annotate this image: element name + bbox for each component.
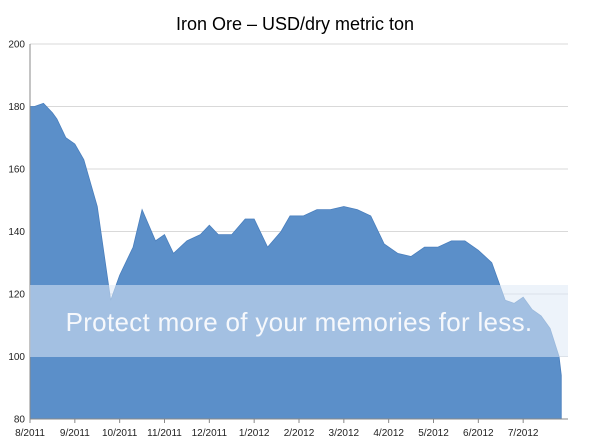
y-tick-label: 140	[8, 227, 25, 238]
chart-title: Iron Ore – USD/dry metric ton	[176, 14, 414, 34]
y-tick-label: 200	[8, 40, 25, 51]
y-tick-label: 120	[8, 290, 25, 301]
x-tick-labels: 8/2011 9/2011 10/2011 11/2011 12/2011 1/2012 2…	[15, 419, 539, 439]
x-tick-label: 2/2012	[284, 428, 315, 439]
watermark: Protect more of your memories for less.	[30, 285, 568, 357]
y-tick-label: 100	[8, 352, 25, 363]
x-tick-label: 7/2012	[508, 428, 539, 439]
x-tick-label: 3/2012	[329, 428, 360, 439]
watermark-band	[30, 285, 568, 357]
x-tick-label: 12/2011	[192, 428, 228, 439]
x-tick-label: 6/2012	[463, 428, 494, 439]
y-tick-label: 160	[8, 165, 25, 176]
x-tick-label: 11/2011	[147, 428, 182, 439]
x-tick-label: 9/2011	[60, 428, 90, 439]
y-tick-label: 80	[14, 415, 26, 426]
y-tick-labels: 80 100 120 140 160 180 200	[8, 40, 25, 426]
x-tick-label: 4/2012	[373, 428, 404, 439]
x-tick-label: 1/2012	[239, 428, 270, 439]
x-tick-label: 10/2011	[102, 428, 138, 439]
y-tick-label: 180	[8, 102, 25, 113]
watermark-text: Protect more of your memories for less.	[66, 307, 533, 337]
x-tick-label: 8/2011	[15, 428, 45, 439]
x-tick-label: 5/2012	[418, 428, 449, 439]
